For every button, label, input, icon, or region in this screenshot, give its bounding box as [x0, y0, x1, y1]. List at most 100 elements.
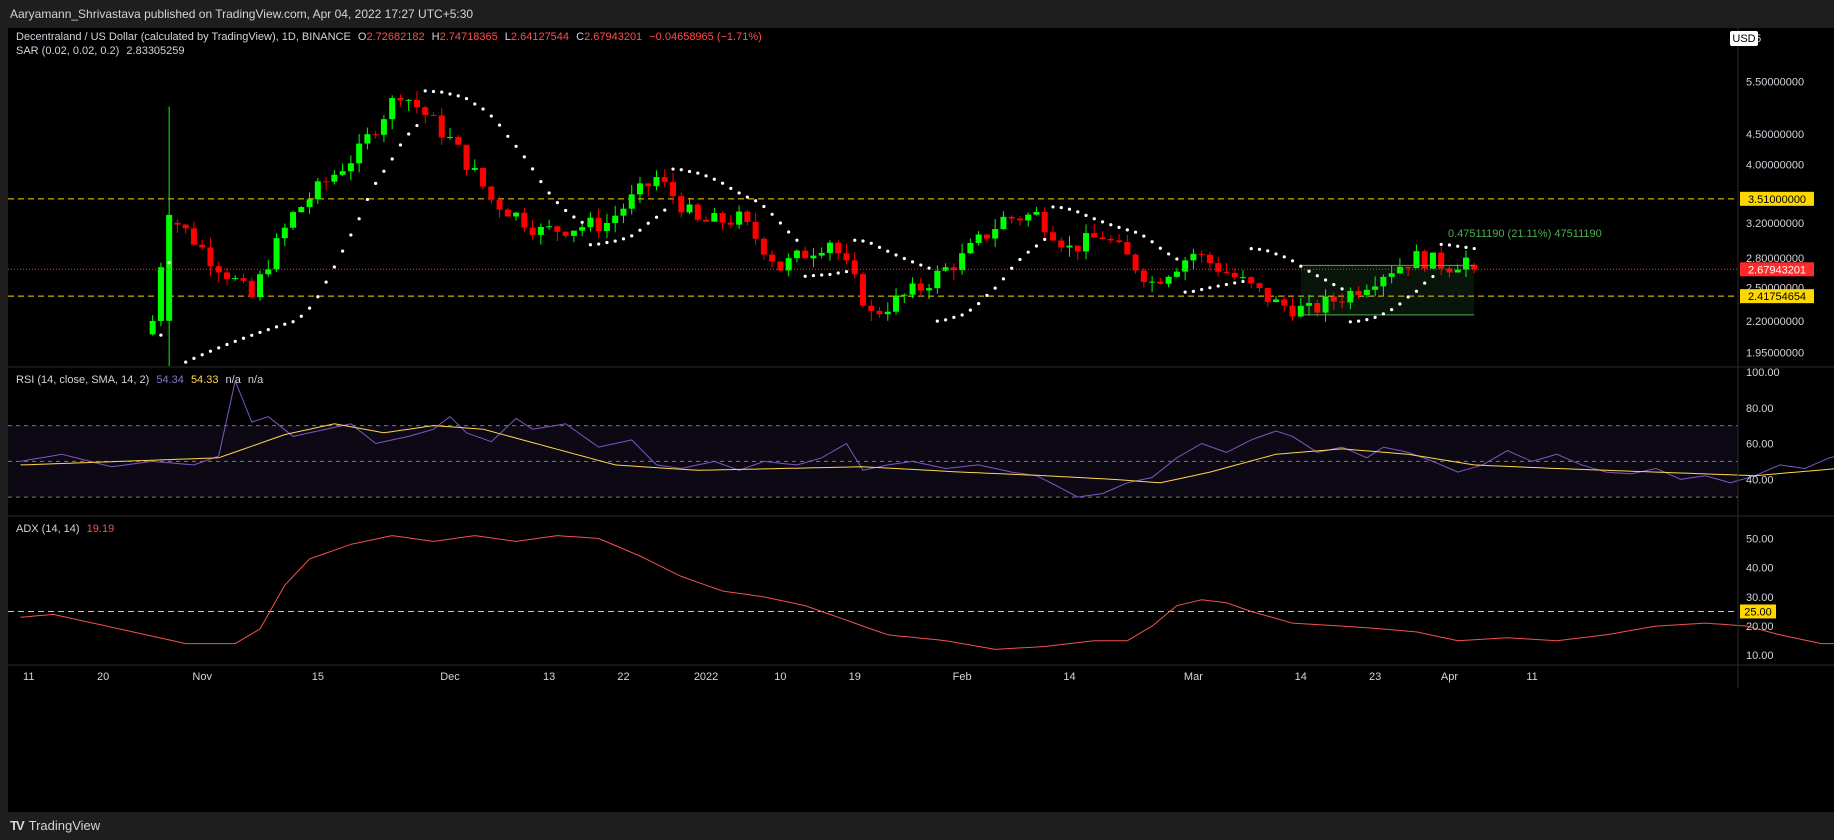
candle-body [769, 254, 776, 262]
time-tick-label: Nov [192, 671, 212, 683]
candle-body [149, 320, 156, 335]
candle-body [1388, 273, 1395, 277]
candle-body [860, 274, 866, 306]
candle-body [975, 234, 982, 243]
candle-body [1033, 212, 1040, 215]
candle-body [290, 212, 297, 228]
sar-dot [1175, 257, 1179, 261]
candle-body [190, 228, 197, 245]
candle-body [835, 242, 842, 254]
adx-pane[interactable] [8, 535, 1834, 650]
currency-badge[interactable] [1730, 31, 1758, 46]
sar-dot [902, 256, 906, 261]
candle-body [1363, 289, 1370, 295]
candle-body [405, 99, 412, 101]
sar-dot [1414, 289, 1419, 293]
candle-body [1124, 242, 1131, 255]
sar-dot [877, 245, 882, 249]
candle-body [562, 231, 569, 236]
candle-body [1215, 263, 1222, 272]
candle-body [529, 227, 536, 235]
candle-body [1074, 245, 1081, 252]
sar-dot [1191, 289, 1195, 293]
rsi-pane[interactable] [8, 379, 1834, 498]
candle-body [992, 229, 999, 239]
publish-text: Aaryamann_Shrivastava published on Tradi… [10, 7, 474, 21]
candle-body [380, 119, 387, 135]
currency-label[interactable]: USD [1732, 33, 1755, 45]
candle-body [934, 270, 941, 289]
candle-body [1462, 257, 1469, 270]
sar-dot [1018, 257, 1022, 262]
rsi-tick-label: 100.00 [1746, 367, 1780, 379]
sar-dot [712, 177, 716, 181]
candle-body [752, 221, 759, 239]
sar-dot [985, 293, 989, 297]
sar-dot [1282, 255, 1286, 259]
sar-dot [250, 333, 254, 337]
time-tick-label: 20 [97, 671, 109, 683]
price-pane[interactable] [8, 89, 1738, 366]
candle-body [447, 136, 453, 138]
tradingview-brand[interactable]: TV TradingView [10, 818, 100, 833]
time-tick-label: Feb [953, 671, 972, 683]
sar-dot [927, 266, 931, 270]
candle-body [620, 208, 627, 216]
sar-dot [1357, 319, 1361, 323]
candle-body [265, 269, 272, 275]
sar-dot [1332, 283, 1336, 287]
candle-body [1016, 218, 1023, 221]
symbol-legend: Decentraland / US Dollar (calculated by … [16, 31, 762, 43]
current-price-label: 2.67943201 [1748, 264, 1806, 276]
sar-dot [365, 197, 369, 202]
candle-body [1347, 291, 1354, 303]
sar-dot [1398, 302, 1402, 306]
sar-dot [1348, 320, 1352, 324]
sar-dot [266, 328, 270, 332]
sar-dot [1224, 282, 1229, 287]
open-value: 2.72682182 [366, 31, 424, 43]
sar-dot [208, 349, 213, 353]
sar-dot [341, 249, 345, 253]
chart-background [8, 28, 1834, 812]
candle-body [777, 261, 784, 271]
price-tick-label: 1.95000000 [1746, 347, 1804, 359]
sar-value: 2.83305259 [126, 45, 184, 57]
candle-body [232, 278, 239, 280]
candle-body [1206, 254, 1213, 264]
sar-dot [919, 263, 923, 267]
sar-dot [910, 260, 915, 264]
candle-body [760, 238, 767, 255]
candle-body [1000, 216, 1007, 230]
candle-body [1149, 281, 1156, 283]
candle-body [488, 186, 495, 200]
sar-dot [737, 191, 741, 195]
candle-body [727, 222, 734, 225]
candle-body [1182, 260, 1189, 272]
rsi-value: 54.34 [156, 374, 184, 386]
candle-body [678, 196, 685, 213]
candle-body [1297, 305, 1304, 317]
candle-body [546, 226, 553, 228]
sar-dot [630, 234, 634, 238]
time-tick-label: 11 [23, 671, 34, 683]
candle-body [843, 253, 850, 261]
sar-dot [514, 144, 518, 148]
sar-dot [1266, 249, 1270, 253]
sar-dot [572, 215, 576, 219]
sar-dot [1299, 264, 1303, 268]
candle-body [248, 280, 255, 298]
sar-dot [1373, 315, 1377, 319]
sar-dot [613, 239, 617, 243]
sar-dot [464, 96, 469, 101]
chart-area[interactable]: 6.55.500000004.500000004.000000003.20000… [8, 28, 1834, 812]
sar-dot [580, 220, 584, 224]
adx-label: ADX (14, 14) [16, 523, 80, 535]
candle-body [1157, 281, 1164, 284]
sar-dot [1142, 234, 1146, 238]
sar-dot [1381, 312, 1385, 316]
sar-legend: SAR (0.02, 0.02, 0.2) 2.83305259 [16, 45, 185, 57]
candle-body [513, 212, 520, 217]
candle-body [711, 213, 718, 222]
candle-body [1421, 251, 1428, 269]
